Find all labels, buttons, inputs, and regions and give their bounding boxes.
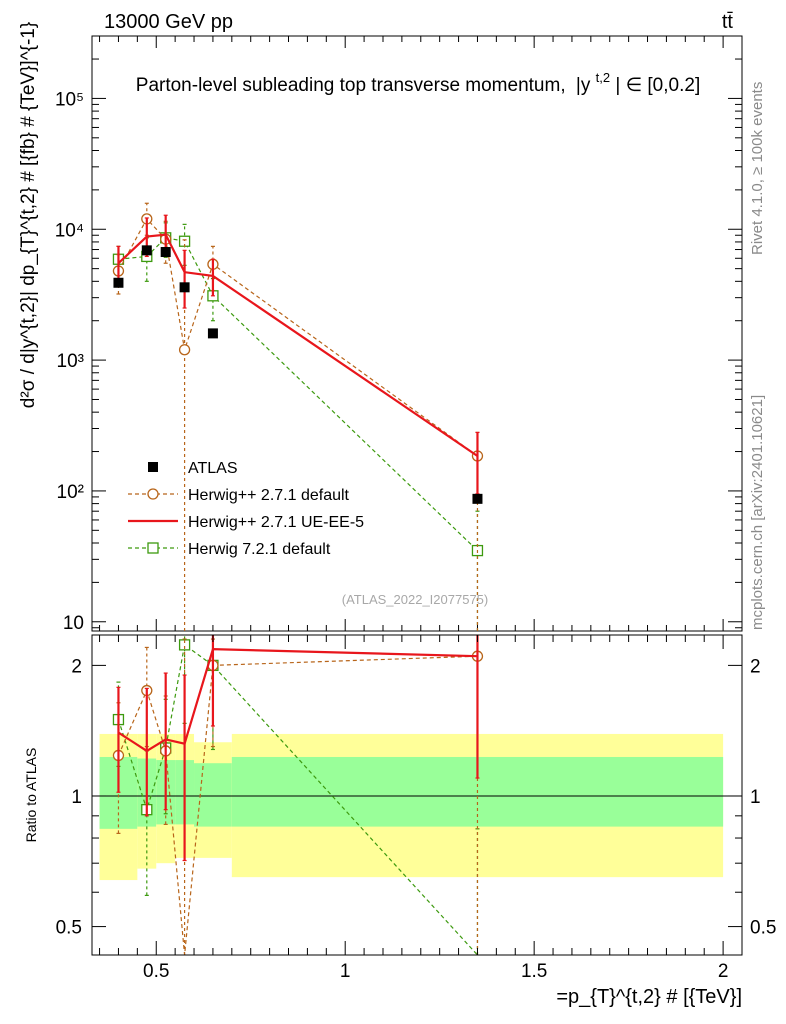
main-y-tick-label: 10⁴ xyxy=(55,220,84,241)
main-point-atlas xyxy=(179,282,190,293)
main-line-herwigpp_default xyxy=(117,217,478,457)
ratio-y-tick-label-left: 2 xyxy=(71,656,82,677)
rivet-version-label: Rivet 4.1.0, ≥ 100k events xyxy=(749,82,766,255)
ratio-frame xyxy=(91,634,743,956)
main-y-tick-label: 10 xyxy=(63,613,84,634)
ratio-x-tick-label: 1 xyxy=(340,961,351,982)
ratio-y-tick-label-left: 0.5 xyxy=(56,918,82,939)
legend-marker-herwig7 xyxy=(147,542,159,554)
legend-label-herwig7: Herwig 7.2.1 default xyxy=(188,541,331,558)
ratio-y-tick-label-right: 1 xyxy=(750,787,761,808)
main-point-herwigpp_default xyxy=(178,344,191,356)
main-point-atlas xyxy=(160,247,171,258)
main-ticks: 10 10² 10³ 10⁴ 10⁵ xyxy=(55,35,742,634)
mcplots-label: mcplots.cern.ch [arXiv:2401.10621] xyxy=(749,395,766,630)
legend-marker-herwigpp_default xyxy=(147,488,159,500)
ratio-series-layer xyxy=(112,635,484,956)
ratio-panel: 0.5 1 1.5 2 0.5 0.5 1 1 2 2 Ratio to ATLAS =p_{T}… xyxy=(23,634,776,1008)
legend-label-herwigpp_ueee5: Herwig++ 2.7.1 UE-EE-5 xyxy=(188,514,364,531)
process-label: tt̄ xyxy=(722,11,734,33)
ratio-y-axis-label: Ratio to ATLAS xyxy=(23,748,39,843)
main-y-tick-label: 10³ xyxy=(57,351,84,372)
ratio-uncertainty-bands xyxy=(99,733,724,881)
analysis-id-label: (ATLAS_2022_I2077575) xyxy=(342,592,488,607)
main-y-tick-label: 10² xyxy=(57,482,84,503)
ratio-x-tick-label: 1.5 xyxy=(521,961,547,982)
ratio-line-herwig7 xyxy=(117,643,478,956)
ratio-point-herwig7 xyxy=(178,639,191,651)
main-point-atlas xyxy=(472,493,483,504)
ratio-ticks: 0.5 1 1.5 2 0.5 0.5 1 1 2 2 xyxy=(56,635,776,982)
main-panel: 10 10² 10³ 10⁴ 10⁵ Parton-level subleading t… xyxy=(18,22,743,634)
main-point-atlas xyxy=(113,277,124,288)
chart-title: Parton-level subleading top transverse m… xyxy=(136,66,700,96)
main-point-atlas xyxy=(207,328,218,339)
main-frame xyxy=(91,35,743,632)
main-y-axis-label: d²σ / d|y^{t,2}| dp_{T}^{t,2} # [{fb} # … xyxy=(18,22,39,408)
energy-label: 13000 GeV pp xyxy=(104,11,233,33)
main-line-herwigpp_ueee5 xyxy=(117,233,479,457)
ratio-line-herwigpp_ueee5 xyxy=(117,648,478,753)
ratio-line-herwigpp_default xyxy=(117,655,478,956)
legend-label-herwigpp_default: Herwig++ 2.7.1 default xyxy=(188,487,350,504)
ratio-y-tick-label-right: 0.5 xyxy=(750,918,776,939)
legend: ATLAS Herwig++ 2.7.1 default Herwig++ 2.7.… xyxy=(128,460,364,558)
ratio-x-tick-label: 0.5 xyxy=(143,961,169,982)
main-series-layer xyxy=(112,202,484,631)
main-point-atlas xyxy=(141,245,152,256)
legend-label-atlas: ATLAS xyxy=(188,460,238,477)
legend-marker-atlas xyxy=(148,462,158,472)
ratio-y-tick-label-left: 1 xyxy=(71,787,82,808)
x-axis-label: =p_{T}^{t,2} # [{TeV}] xyxy=(556,986,742,1008)
main-y-tick-label: 10⁵ xyxy=(55,89,84,110)
ratio-x-tick-label: 2 xyxy=(718,961,729,982)
ratio-y-tick-label-right: 2 xyxy=(750,656,761,677)
